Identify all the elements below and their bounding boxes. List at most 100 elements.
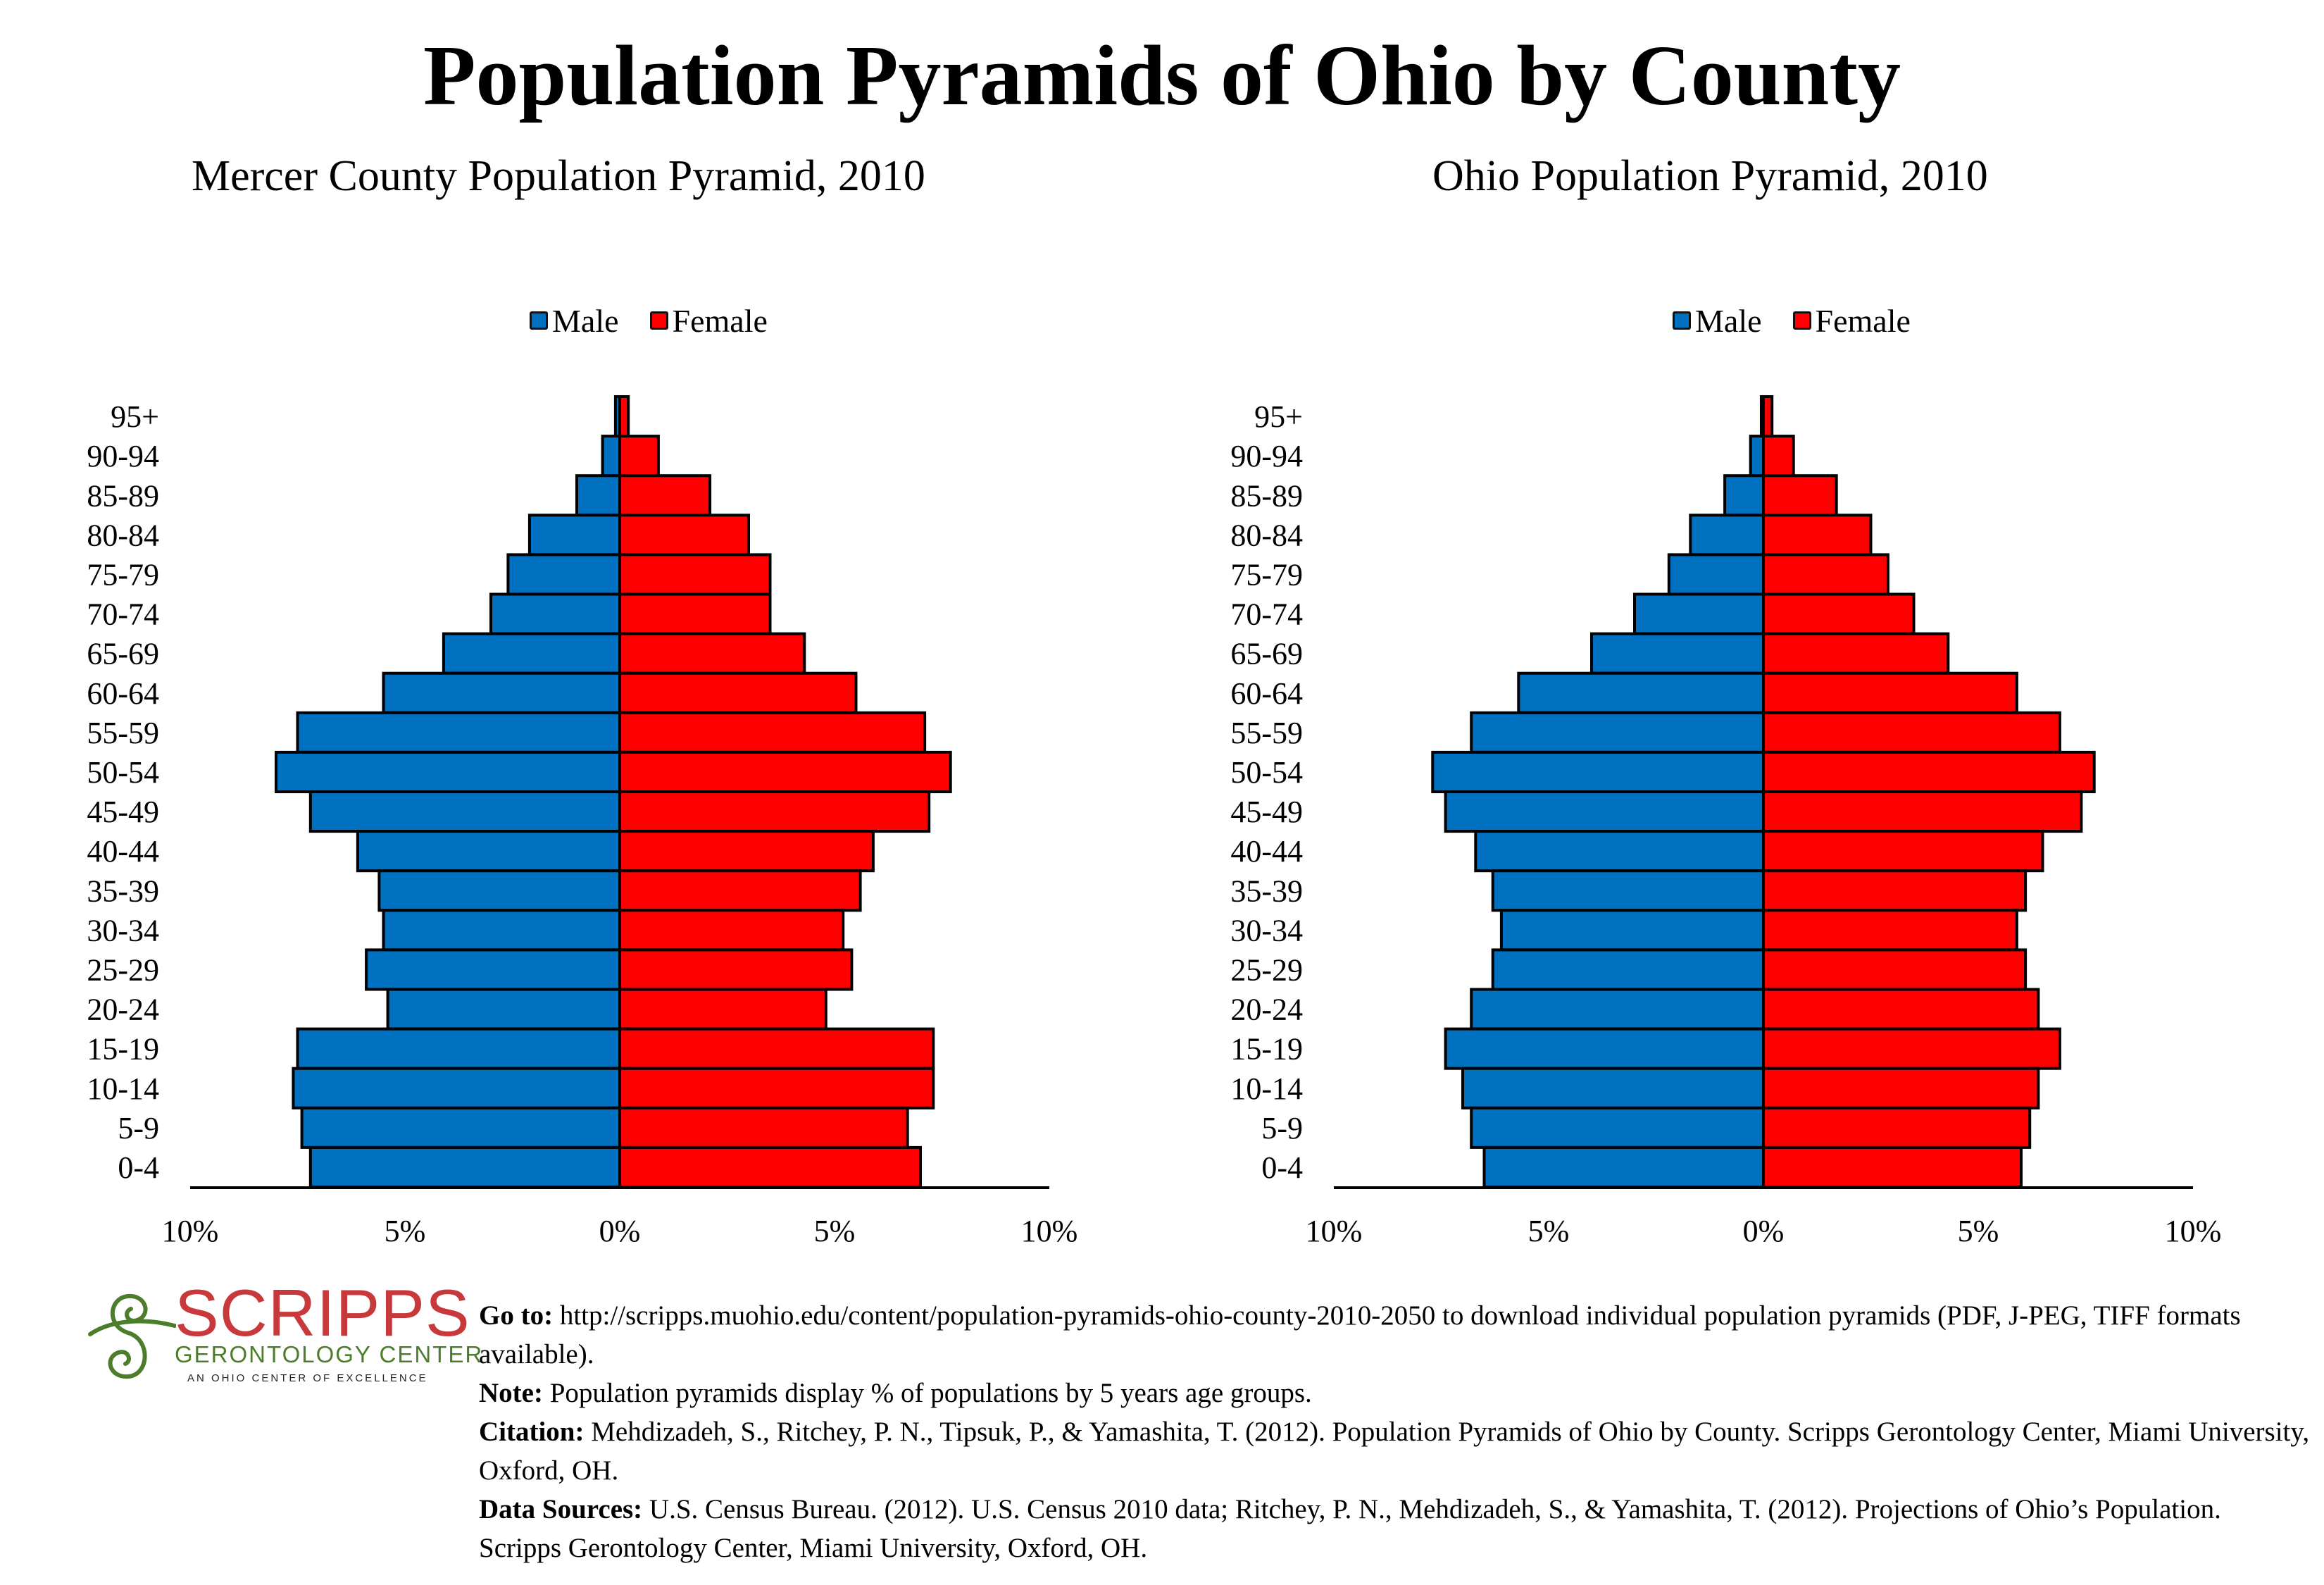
logo-subtitle: GERONTOLOGY CENTER <box>175 1341 484 1367</box>
legend-mercer: Male Female <box>530 299 799 342</box>
female-swatch-icon <box>649 311 668 330</box>
age-label: 75-79 <box>1230 557 1303 592</box>
male-bar <box>296 711 621 754</box>
age-label: 80-84 <box>1230 518 1303 552</box>
male-bar <box>506 553 622 596</box>
female-bar <box>618 1145 922 1189</box>
sources-label: Data Sources: <box>479 1494 643 1524</box>
logo-name: SCRIPPS <box>175 1276 470 1350</box>
female-bar <box>618 553 772 596</box>
female-bar <box>618 988 827 1031</box>
female-bar <box>618 1027 935 1070</box>
female-bar <box>1762 592 1916 635</box>
main-title: Population Pyramids of Ohio by County <box>423 28 1901 123</box>
female-bar <box>1762 750 2096 794</box>
age-label: 15-19 <box>87 1032 159 1067</box>
age-label: 25-29 <box>1230 952 1303 987</box>
scripps-logo: SCRIPPS GERONTOLOGY CENTER AN OHIO CENTE… <box>85 1278 482 1396</box>
citation-label: Citation: <box>479 1417 585 1447</box>
age-label: 5-9 <box>1261 1111 1303 1145</box>
male-bar <box>1689 514 1766 557</box>
x-tick-label: 5% <box>1958 1214 1999 1248</box>
age-label: 15-19 <box>1230 1032 1303 1067</box>
footer-sources: Data Sources: U.S. Census Bureau. (2012)… <box>479 1490 2310 1567</box>
female-bar <box>618 592 772 635</box>
female-bar <box>1762 474 1838 517</box>
pyramid-charts: 95+ 90-94 85-89 80-84 75-79 70-74 65-69 60-64 55… <box>87 395 2221 1248</box>
legend-label-male: Male <box>552 302 619 339</box>
male-bar <box>1470 1106 1765 1149</box>
male-bar <box>1491 948 1765 991</box>
age-label: 35-39 <box>1230 874 1303 908</box>
age-label: 95+ <box>111 399 159 434</box>
male-bar <box>308 790 621 833</box>
goto-label: Go to: <box>479 1300 554 1331</box>
male-bar <box>308 1145 621 1189</box>
age-label: 60-64 <box>1230 676 1303 711</box>
female-bar <box>1762 632 1950 675</box>
male-bar <box>1461 1067 1765 1110</box>
male-bar <box>300 1106 621 1149</box>
female-bar <box>1762 909 2018 952</box>
age-label: 45-49 <box>1230 795 1303 829</box>
citation-text: Mehdizadeh, S., Ritchey, P. N., Tipsuk, … <box>479 1417 2310 1486</box>
male-bar <box>575 474 621 517</box>
male-bar <box>1517 671 1766 714</box>
female-bar <box>1762 988 2040 1031</box>
x-tick-label: 5% <box>1528 1214 1570 1248</box>
male-bar <box>1470 988 1765 1031</box>
note-text: Population pyramids display % of populat… <box>549 1378 1312 1408</box>
age-label: 60-64 <box>87 676 159 711</box>
male-swatch-icon <box>1673 311 1691 330</box>
x-tick-label: 10% <box>162 1214 219 1248</box>
female-bar <box>1762 711 2061 754</box>
female-bar <box>618 671 858 714</box>
age-label: 75-79 <box>87 557 159 592</box>
female-bar <box>618 435 660 478</box>
age-label: 90-94 <box>87 439 159 473</box>
age-label: 45-49 <box>87 795 159 829</box>
female-bar <box>1762 790 2083 833</box>
female-bar <box>618 395 630 438</box>
goto-text[interactable]: http://scripps.muohio.edu/content/popula… <box>479 1300 2241 1369</box>
x-tick-label: 10% <box>1306 1214 1363 1248</box>
legend-item-female: Female <box>1792 302 1911 340</box>
female-bar <box>618 909 845 952</box>
legend-item-male: Male <box>530 302 619 340</box>
age-label: 30-34 <box>1230 913 1303 947</box>
footer-note: Note: Population pyramids display % of p… <box>479 1374 2310 1412</box>
footer-goto: Go to: http://scripps.muohio.edu/content… <box>479 1296 2310 1374</box>
female-bar <box>618 790 931 833</box>
age-label: 20-24 <box>87 993 159 1027</box>
male-bar <box>1491 869 1765 912</box>
male-bar <box>382 671 621 714</box>
age-label: 50-54 <box>87 755 159 790</box>
age-label: 40-44 <box>1230 834 1303 869</box>
male-swatch-icon <box>530 311 548 330</box>
male-bar <box>442 632 622 675</box>
male-bar <box>296 1027 621 1070</box>
male-bar <box>1482 1145 1765 1189</box>
age-label: 95+ <box>1254 399 1303 434</box>
age-label: 55-59 <box>87 716 159 750</box>
age-label: 70-74 <box>87 597 159 632</box>
chart-title-ohio: Ohio Population Pyramid, 2010 <box>1432 152 1988 200</box>
male-bar <box>1431 750 1766 794</box>
x-tick-label: 5% <box>385 1214 426 1248</box>
female-bar <box>618 750 952 794</box>
age-label: 20-24 <box>1230 993 1303 1027</box>
age-label: 65-69 <box>87 637 159 671</box>
female-bar <box>618 632 806 675</box>
male-bar <box>1444 1027 1766 1070</box>
male-bar <box>377 869 622 912</box>
legend-item-male: Male <box>1673 302 1762 340</box>
male-bar <box>1749 435 1765 478</box>
age-label: 30-34 <box>87 913 159 947</box>
male-bar <box>1723 474 1766 517</box>
female-bar <box>618 869 862 912</box>
age-label: 85-89 <box>1230 478 1303 513</box>
legend-label-female: Female <box>1815 302 1911 339</box>
male-bar <box>382 909 621 952</box>
female-bar <box>618 514 750 557</box>
female-bar <box>1762 395 1774 438</box>
